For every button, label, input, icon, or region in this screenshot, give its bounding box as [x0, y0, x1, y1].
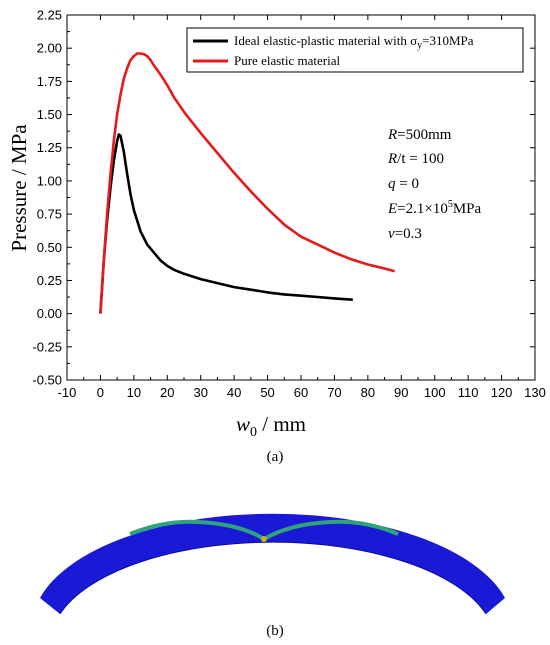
x-axis-label-main: w: [236, 412, 250, 436]
annotation-q: q = 0: [388, 176, 419, 192]
y-tick-label: -0.25: [32, 339, 62, 354]
x-tick-label: 90: [394, 385, 408, 400]
y-tick-label: 2.00: [37, 41, 62, 56]
x-tick-label: 70: [327, 385, 341, 400]
series-lines: [99, 52, 395, 314]
x-axis-label-sub: 0: [250, 425, 257, 440]
caption-a: (a): [267, 449, 284, 465]
parameter-annotations: R=500mm R/t = 100 q = 0 E=2.1×105MPa v=0…: [387, 127, 482, 242]
x-tick-label: 80: [361, 385, 375, 400]
x-axis-label: w0 / mm: [236, 412, 306, 440]
y-tick-label: 1.00: [37, 173, 62, 188]
y-tick-label: 0.50: [37, 240, 62, 255]
y-axis-label: Pressure / MPa: [7, 124, 31, 252]
y-tick-label: -0.50: [32, 373, 62, 388]
legend-box: [186, 27, 524, 73]
buckle-apex: [261, 536, 267, 542]
legend: Ideal elastic-plastic material with σy=3…: [186, 27, 524, 73]
annotation-modulus: E=2.1×105MPa: [387, 199, 482, 217]
y-tick-label: 1.50: [37, 107, 62, 122]
x-tick-label: 10: [127, 385, 141, 400]
x-tick-label: 0: [97, 385, 104, 400]
y-tick-label: 0.00: [37, 306, 62, 321]
annotation-poisson: v=0.3: [388, 226, 422, 242]
fe-ring-illustration: [40, 513, 505, 615]
y-tick-label: 1.75: [37, 74, 62, 89]
tick-group: -10 0 10 20 30 40 50 60 70 80 90 100 110 120 130 -0.50 -…: [32, 8, 545, 401]
x-tick-label: 20: [160, 385, 174, 400]
x-tick-label: 100: [424, 385, 446, 400]
x-tick-label: 130: [524, 385, 546, 400]
pipe-ring-band: [40, 513, 505, 614]
caption-b: (b): [266, 623, 284, 639]
x-tick-label: 40: [227, 385, 241, 400]
x-tick-label: 50: [260, 385, 274, 400]
annotation-radius-thickness: R/t = 100: [387, 151, 444, 167]
x-tick-label: 30: [193, 385, 207, 400]
legend-label-pure-elastic: Pure elastic material: [234, 53, 341, 68]
x-axis-label-unit: / mm: [257, 412, 306, 436]
x-tick-label: 120: [491, 385, 513, 400]
y-tick-label: 0.75: [37, 207, 62, 222]
y-tick-label: 2.25: [37, 8, 62, 23]
annotation-radius: R=500mm: [387, 127, 452, 143]
y-tick-label: 1.25: [37, 140, 62, 155]
y-tick-label: 0.25: [37, 273, 62, 288]
legend-label-elastic-plastic: Ideal elastic-plastic material with σy=3…: [234, 33, 474, 51]
x-tick-label: -10: [58, 385, 77, 400]
series-line-pure-elastic: [99, 52, 395, 314]
series-line-elastic-plastic: [99, 133, 353, 314]
x-tick-label: 60: [294, 385, 308, 400]
x-tick-label: 110: [458, 385, 479, 400]
pipe-ring-inner-edge: [59, 541, 487, 615]
